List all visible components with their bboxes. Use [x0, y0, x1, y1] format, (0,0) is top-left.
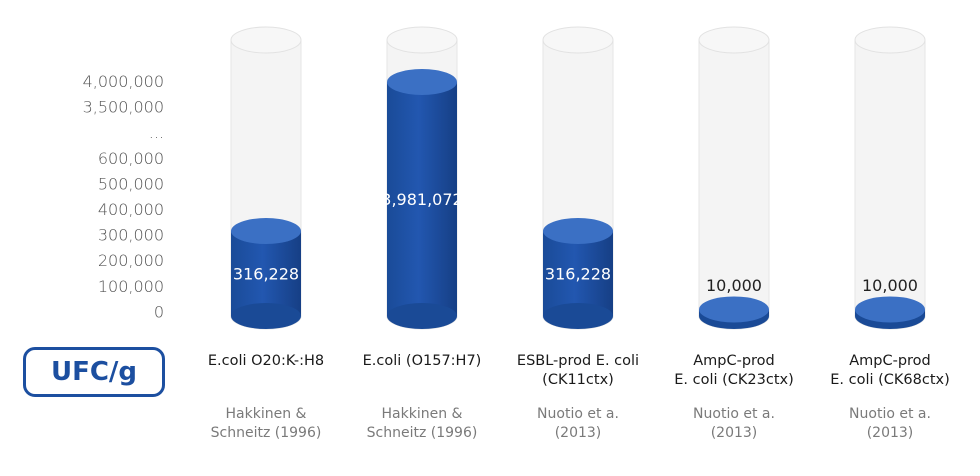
bar-value-label: 316,228 [545, 265, 611, 284]
category-label: E. coli (CK68ctx) [830, 372, 950, 388]
tube-body [698, 39, 770, 317]
tube-top [230, 26, 302, 54]
bar-top [231, 218, 301, 245]
bar-body [387, 81, 457, 316]
category-source: Schneitz (1996) [367, 425, 478, 441]
category-label: AmpC-prod [849, 353, 931, 369]
category-source: Schneitz (1996) [211, 425, 322, 441]
bar-bottom [231, 303, 301, 329]
tube-top [386, 26, 458, 54]
bar-value-label: 3,981,072 [381, 190, 462, 209]
category-label: E. coli (CK23ctx) [674, 372, 794, 388]
y-tick-label: 300,000 [98, 226, 164, 245]
tube-top [698, 26, 770, 54]
category-source: (2013) [867, 425, 914, 441]
y-tick-label: 3,500,000 [83, 98, 164, 117]
tube-body [854, 39, 926, 317]
y-tick-label: 600,000 [98, 149, 164, 168]
bar-top [699, 296, 769, 323]
category-label: (CK11ctx) [542, 372, 614, 388]
y-tick-label: ... [149, 123, 164, 142]
bar-top [387, 68, 457, 95]
bar-top [855, 296, 925, 323]
category-source: (2013) [555, 425, 602, 441]
tube-top [854, 26, 926, 54]
bar-body [543, 231, 613, 316]
bar-value-label: 316,228 [233, 265, 299, 284]
bar-value-label: 10,000 [862, 276, 918, 295]
category-label: AmpC-prod [693, 353, 775, 369]
bar-bottom [387, 303, 457, 329]
y-tick-label: 200,000 [98, 251, 164, 270]
bar-top [543, 218, 613, 245]
category-source: Nuotio et a. [537, 406, 619, 422]
category-source: Hakkinen & [226, 406, 307, 422]
category-label: E.coli (O157:H7) [363, 353, 482, 369]
y-tick-label: 100,000 [98, 277, 164, 296]
tube-top [542, 26, 614, 54]
bar-body [231, 231, 301, 316]
bar-value-label: 10,000 [706, 276, 762, 295]
y-tick-label: 0 [154, 302, 164, 321]
y-tick-label: 500,000 [98, 174, 164, 193]
bar-bottom [543, 303, 613, 329]
y-tick-label: 400,000 [98, 200, 164, 219]
unit-badge: UFC/g [23, 347, 165, 397]
category-label: E.coli O20:K-:H8 [208, 353, 324, 369]
category-source: (2013) [711, 425, 758, 441]
category-source: Nuotio et a. [849, 406, 931, 422]
y-tick-label: 4,000,000 [83, 72, 164, 91]
category-source: Hakkinen & [382, 406, 463, 422]
category-label: ESBL-prod E. coli [517, 353, 639, 369]
category-source: Nuotio et a. [693, 406, 775, 422]
